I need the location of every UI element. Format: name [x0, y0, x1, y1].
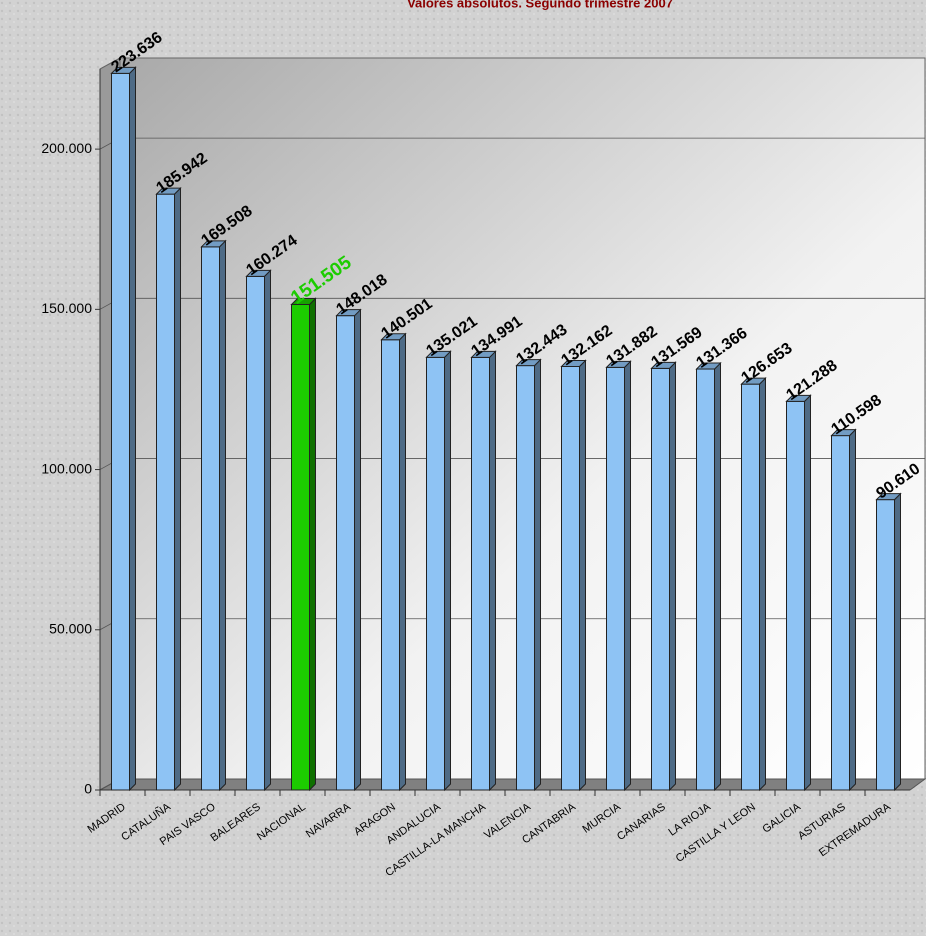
bar — [786, 400, 805, 791]
y-tick-label: 0 — [84, 781, 92, 797]
bar-top — [425, 350, 452, 358]
bar — [426, 356, 445, 791]
bar-top — [785, 394, 812, 402]
bar-side — [354, 308, 361, 792]
bar-side — [309, 297, 316, 792]
bar — [246, 275, 265, 791]
bar — [831, 435, 850, 791]
y-tick-label: 100.000 — [41, 460, 92, 476]
bar-side — [489, 350, 496, 792]
bar-top — [740, 377, 767, 385]
bar — [381, 339, 400, 791]
bar-group — [155, 186, 182, 792]
bar-group — [785, 394, 812, 792]
bar-side — [174, 186, 181, 792]
bar — [741, 383, 760, 791]
bar-side — [894, 492, 901, 792]
bar-group — [110, 66, 137, 792]
bar-top — [515, 359, 542, 367]
chart-title: Valores absolutos. Segundo trimestre 200… — [407, 0, 673, 10]
bar — [516, 365, 535, 791]
bar-side — [804, 394, 811, 792]
bar-top — [335, 309, 362, 317]
bar-group — [740, 376, 767, 792]
y-tick-label: 50.000 — [49, 620, 92, 636]
bar — [156, 193, 175, 791]
bar — [876, 499, 895, 791]
bar-group — [515, 358, 542, 792]
bar-top — [875, 493, 902, 501]
bar-group — [290, 297, 317, 792]
bar-group — [695, 361, 722, 792]
bar-top — [605, 360, 632, 368]
bar-side — [759, 376, 766, 792]
bar-side — [579, 359, 586, 792]
bar-group — [875, 492, 902, 792]
bar — [606, 366, 625, 791]
bar-top — [200, 240, 227, 248]
bar-group — [605, 360, 632, 792]
bar — [111, 72, 130, 791]
bar-side — [849, 428, 856, 792]
bar-side — [264, 269, 271, 792]
bar-group — [650, 361, 677, 792]
bar — [336, 315, 355, 791]
bar-side — [399, 332, 406, 792]
bar-side — [624, 360, 631, 792]
bar-top — [560, 359, 587, 367]
bar-group — [425, 350, 452, 792]
bar — [471, 356, 490, 791]
bar-top — [380, 333, 407, 341]
bar-side — [714, 361, 721, 792]
bar — [696, 368, 715, 791]
y-tick-label: 200.000 — [41, 140, 92, 156]
bar-group — [560, 359, 587, 792]
bar-side — [129, 66, 136, 792]
bar-group — [245, 269, 272, 792]
bar-top — [245, 269, 272, 277]
bar-top — [650, 361, 677, 369]
bar-group — [830, 428, 857, 792]
bar-group — [335, 308, 362, 792]
bar-top — [155, 187, 182, 195]
bar-top — [695, 362, 722, 370]
bar-side — [219, 239, 226, 792]
bar — [291, 304, 310, 791]
bar-top — [290, 298, 317, 306]
bar — [561, 365, 580, 791]
bar-group — [200, 239, 227, 792]
bar-top — [110, 66, 137, 74]
bar-group — [380, 332, 407, 792]
y-tick-label: 150.000 — [41, 300, 92, 316]
bar-group — [470, 350, 497, 792]
bar-side — [669, 361, 676, 792]
bar-side — [444, 350, 451, 792]
bar — [651, 367, 670, 791]
bar — [201, 246, 220, 791]
bar-side — [534, 358, 541, 792]
bar-top — [830, 429, 857, 437]
bar-top — [470, 350, 497, 358]
